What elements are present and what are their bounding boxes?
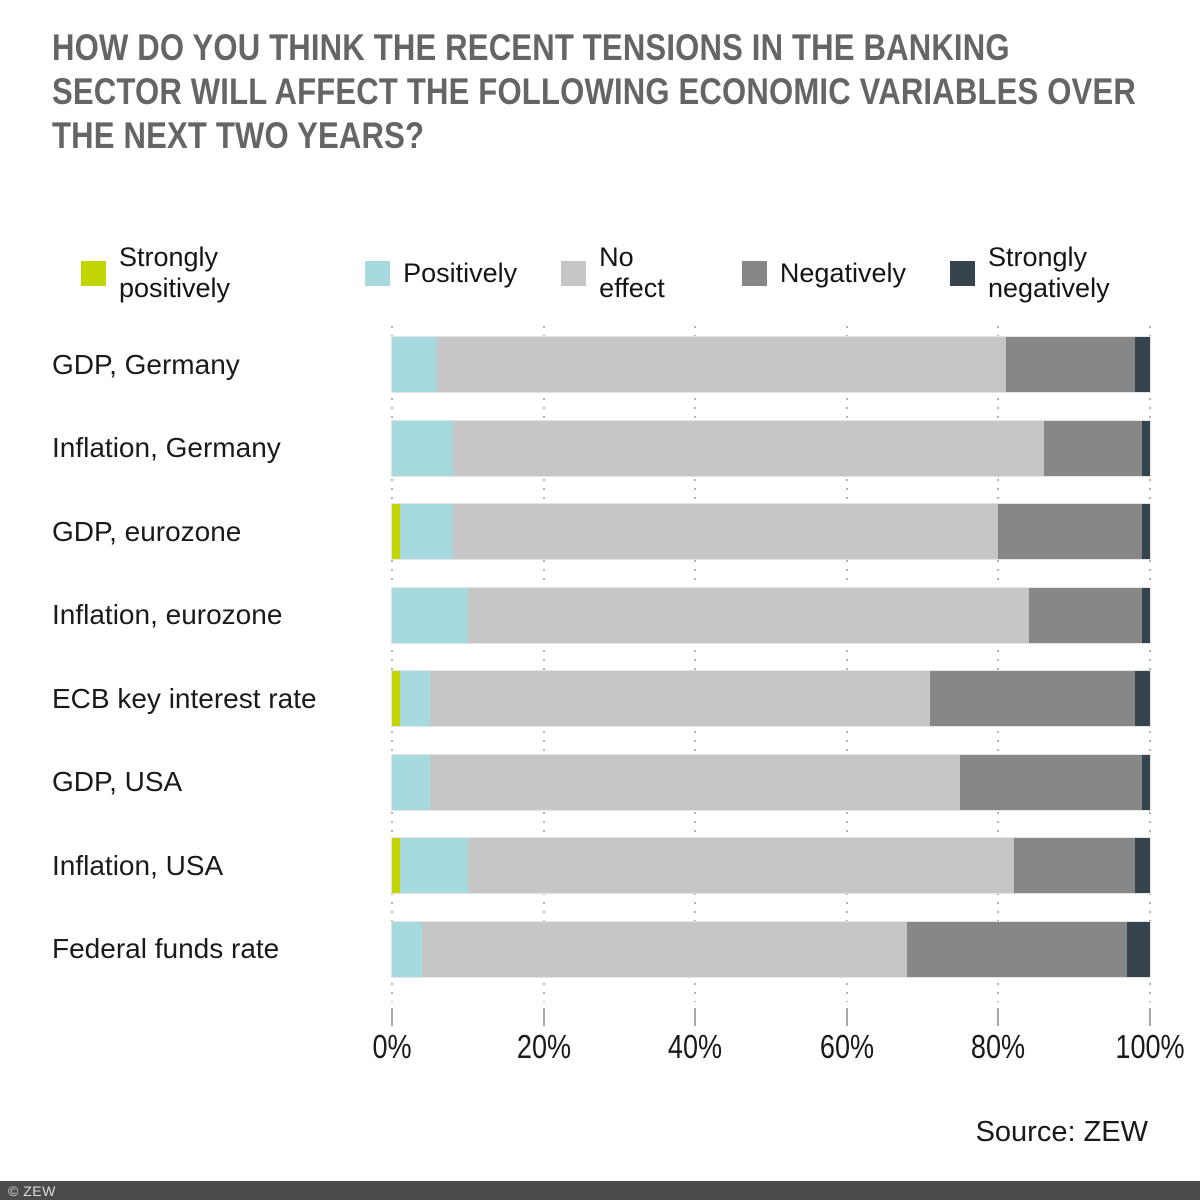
legend-label: Positively	[403, 257, 518, 288]
source-label: Source: ZEW	[975, 1116, 1148, 1148]
bar-segment	[1142, 420, 1150, 476]
bar-segment	[392, 337, 438, 392]
chart-row: GDP, USA	[52, 754, 1150, 810]
legend-label: Negatively	[779, 257, 906, 288]
legend-label: Strongly positively	[119, 242, 231, 303]
bar-segment	[1127, 921, 1150, 977]
bar-segment	[452, 420, 1044, 476]
category-label: GDP, Germany	[52, 348, 240, 380]
bar-segment	[1134, 337, 1150, 392]
legend-item-negatively: Negatively	[741, 257, 906, 289]
bar-segment	[1013, 838, 1135, 893]
legend-item-no-effect: No effect	[561, 242, 698, 304]
chart-title: HOW DO YOU THINK THE RECENT TENSIONS IN …	[52, 27, 1136, 156]
stacked-bar	[392, 671, 1150, 726]
bar-segment	[1043, 420, 1143, 476]
chart-row: Federal funds rate	[52, 921, 1150, 977]
bar-segment	[452, 504, 999, 559]
legend-item-strongly-negatively: Strongly negatively	[949, 242, 1200, 304]
bar-segment	[1142, 754, 1150, 810]
bar-segment	[392, 921, 423, 977]
plot-area: 0% 20% 40% 60% 80% 100%	[372, 326, 1185, 1065]
bar-segment	[1134, 838, 1150, 893]
bar-segment	[1134, 671, 1150, 726]
x-axis-label: 60%	[819, 1028, 874, 1065]
axis-tick	[997, 1008, 1000, 1026]
bar-segment	[429, 754, 961, 810]
chart-row: Inflation, USA	[52, 838, 1150, 893]
chart-row: GDP, Germany	[52, 337, 1150, 392]
bar-segment	[399, 671, 430, 726]
stacked-bar	[392, 587, 1150, 643]
chart-row: ECB key interest rate	[52, 671, 1150, 726]
bar-segment	[998, 504, 1143, 559]
category-label: Inflation, eurozone	[52, 599, 283, 630]
footer-bar: © ZEW	[0, 1181, 1200, 1200]
gridline	[845, 326, 848, 1002]
legend-label: Strongly negatively	[987, 242, 1110, 303]
axis-tick	[391, 1008, 393, 1026]
legend-swatch-no-effect-icon	[561, 260, 587, 286]
stacked-bar	[392, 754, 1150, 810]
x-axis-label: 40%	[668, 1028, 723, 1065]
bar-segment	[930, 671, 1135, 726]
gridline	[542, 326, 545, 1002]
gridline	[694, 326, 697, 1002]
category-label: GDP, eurozone	[52, 515, 242, 547]
legend-swatch-positively-icon	[365, 260, 391, 286]
x-axis-label: 0%	[372, 1028, 412, 1065]
stacked-bar	[392, 921, 1150, 977]
bar-segment	[392, 504, 400, 559]
bar-segment	[1142, 504, 1150, 559]
category-label: Inflation, USA	[52, 849, 224, 881]
legend-label: No effect	[599, 242, 665, 303]
axis-tick	[1149, 1008, 1151, 1026]
category-label: ECB key interest rate	[52, 682, 317, 714]
bar-segment	[422, 921, 908, 977]
stacked-bar	[392, 420, 1150, 476]
category-label: Inflation, Germany	[52, 432, 281, 463]
bar-segment	[467, 838, 1014, 893]
bar-segment	[392, 838, 400, 893]
axis-tick	[542, 1008, 545, 1026]
bar-segment	[1005, 337, 1135, 392]
bar-segment	[392, 671, 400, 726]
gridline	[997, 326, 1000, 1002]
bar-segment	[1142, 587, 1150, 643]
axis-tick	[845, 1008, 848, 1026]
category-label: GDP, USA	[52, 766, 183, 797]
legend-item-strongly-positively: Strongly positively	[81, 242, 321, 304]
bar-segment	[392, 754, 430, 810]
bar-segment	[392, 587, 468, 643]
stacked-bar	[392, 337, 1150, 392]
x-axis-label: 80%	[971, 1028, 1026, 1065]
bar-segment	[960, 754, 1143, 810]
gridline	[391, 326, 393, 1002]
bar-segment	[392, 420, 453, 476]
legend-swatch-strongly-negatively-icon	[949, 260, 975, 286]
bar-segment	[399, 838, 468, 893]
x-axis-label: 100%	[1115, 1028, 1185, 1065]
stacked-bar	[392, 838, 1150, 893]
legend-swatch-negatively-icon	[741, 260, 767, 286]
bar-segment	[1028, 587, 1143, 643]
bar-segment	[437, 337, 1006, 392]
legend: Strongly positively Positively No effect…	[81, 242, 1200, 304]
stacked-bar	[392, 504, 1150, 559]
bar-segment	[467, 587, 1029, 643]
bar-segment	[399, 504, 453, 559]
legend-swatch-strongly-positively-icon	[81, 260, 106, 286]
category-label: Federal funds rate	[52, 933, 280, 964]
footer-copyright: © ZEW	[8, 1182, 56, 1199]
chart-row: Inflation, Germany	[52, 420, 1150, 476]
bar-segment	[907, 921, 1128, 977]
bar-rows: GDP, Germany Inflation, Germany GDP, eur…	[52, 337, 1150, 1005]
bar-segment	[429, 671, 931, 726]
x-axis-label: 20%	[516, 1028, 571, 1065]
chart-row: GDP, eurozone	[52, 504, 1150, 559]
gridline	[1149, 326, 1151, 1002]
axis-tick	[694, 1008, 697, 1026]
legend-item-positively: Positively	[365, 258, 517, 289]
chart-row: Inflation, eurozone	[52, 587, 1150, 643]
